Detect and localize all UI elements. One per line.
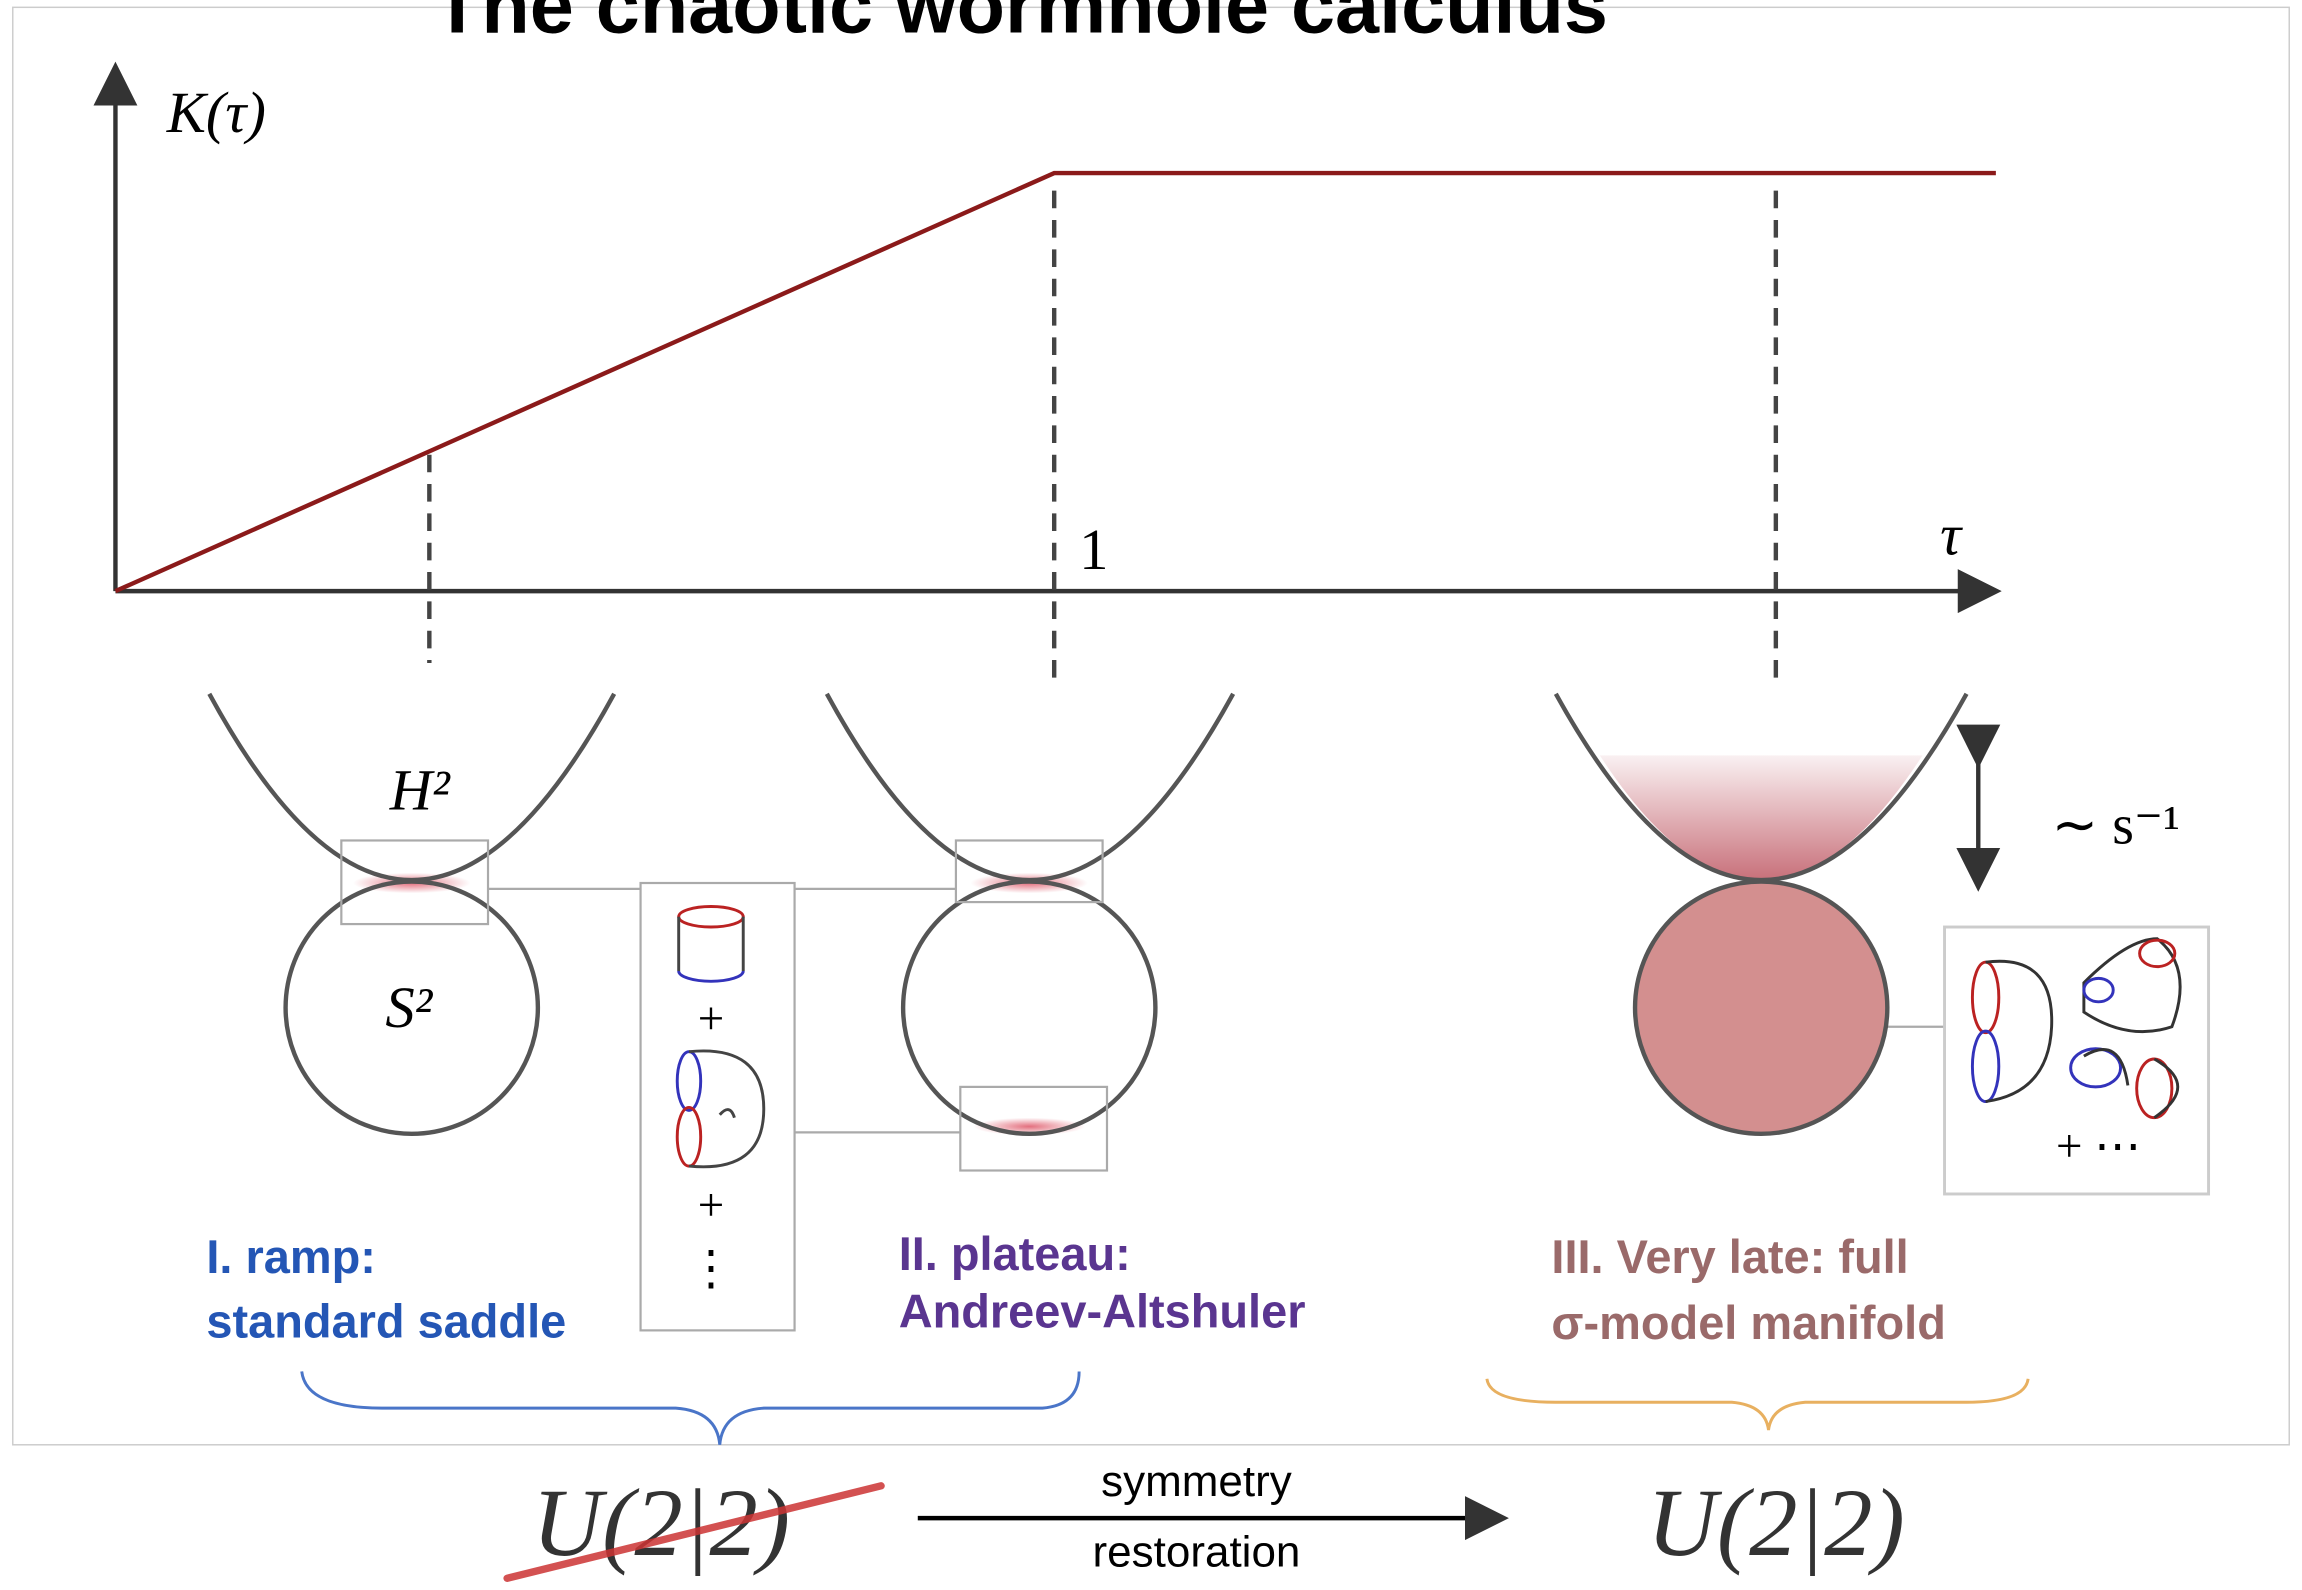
plus: + [698,1179,724,1231]
h2-label: H² [389,758,451,823]
scale-label: ∼ s⁻¹ [2052,794,2180,856]
page: The chaotic wormhole calculus K(τ) 1 τ H… [0,0,2302,1590]
sum-dots: + ⋯ [2056,1121,2141,1173]
x-mark: 1 [1079,517,1108,582]
late-geometry [1556,694,1978,1134]
plateau-label: Andreev-Altshuler [899,1285,1306,1337]
y-label: K(τ) [166,80,266,145]
handle-icon [677,1051,764,1167]
brace [302,1371,1079,1444]
dashed-markers [429,191,1776,678]
brace [1487,1379,2028,1430]
restored-group: U(2|2) [1647,1469,1905,1576]
diagram: The chaotic wormhole calculus K(τ) 1 τ H… [0,0,2302,1590]
late-label: σ-model manifold [1551,1297,1945,1349]
x-label: τ [1940,502,1963,567]
title: The chaotic wormhole calculus [433,0,1608,49]
plateau-label: II. plateau: [899,1228,1131,1280]
plateau-geometry [827,694,1233,1171]
arrow-label: restoration [1093,1528,1301,1577]
vdots: ⋮ [688,1242,735,1294]
s2-label: S² [385,975,433,1040]
late-label: III. Very late: full [1551,1231,1908,1283]
arrow-label: symmetry [1101,1457,1292,1506]
ramp-label: I. ramp: [206,1231,375,1283]
ramp-label: standard saddle [206,1296,566,1348]
plus: + [698,993,724,1045]
cylinder-icon [679,906,744,981]
